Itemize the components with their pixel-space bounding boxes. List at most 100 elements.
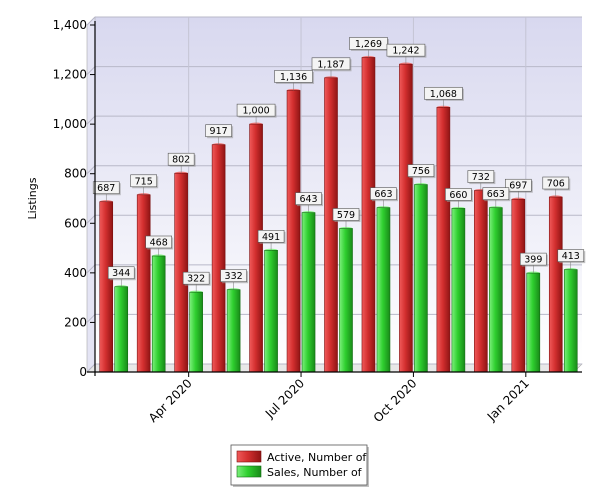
data-label-text: 756 (412, 166, 430, 177)
bar-active (249, 122, 263, 373)
data-label-text: 1,269 (355, 39, 382, 50)
bar-sales (563, 268, 578, 373)
data-label-sales: 332 (220, 269, 249, 290)
bar-sales (151, 254, 166, 373)
data-label-text: 917 (210, 126, 228, 137)
bar-sales (264, 248, 278, 373)
bar-sales (526, 271, 541, 373)
data-label-sales: 663 (370, 187, 398, 208)
data-label-text: 660 (449, 190, 467, 201)
gridline-side (86, 363, 96, 373)
data-label-active: 1,242 (386, 43, 427, 65)
gridline-side (86, 165, 96, 175)
y-tick-label: 1,200 (53, 68, 87, 82)
data-label-sales: 413 (557, 249, 586, 270)
bar-active (324, 76, 338, 373)
gridline-side (86, 115, 96, 125)
bar-sales (376, 206, 391, 373)
bar-sales (489, 206, 503, 373)
data-label-text: 399 (524, 255, 542, 266)
bar-sales (189, 290, 203, 373)
bar-active (548, 195, 563, 373)
data-label-sales: 663 (482, 187, 511, 208)
data-label-active: 715 (130, 174, 159, 195)
bar-sales (451, 206, 466, 373)
bar-active (136, 193, 151, 373)
bar-sales (226, 288, 241, 373)
data-label-active: 732 (467, 170, 496, 191)
bar-active (436, 105, 451, 373)
data-label-active: 802 (167, 152, 196, 174)
data-label-sales: 643 (295, 192, 324, 213)
data-label-active: 1,068 (424, 86, 464, 108)
data-label-text: 715 (135, 176, 153, 187)
y-axis-title: Listings (26, 177, 39, 219)
x-tick-label: Oct 2020 (371, 376, 420, 425)
bar-active (286, 88, 301, 373)
data-label-active: 687 (92, 181, 121, 202)
x-tick-label: Apr 2020 (146, 376, 195, 425)
data-label-text: 1,000 (242, 106, 269, 117)
bar-active (361, 55, 376, 373)
legend-swatch-sales (236, 465, 262, 478)
bar-sales (339, 226, 353, 373)
data-label-text: 491 (262, 232, 280, 243)
data-label-text: 1,242 (392, 46, 419, 57)
legend-label-sales: Sales, Number of (267, 466, 363, 479)
y-tick-label: 400 (64, 266, 87, 280)
data-label-active: 1,136 (274, 70, 315, 91)
gridline-side (86, 264, 96, 274)
data-label-sales: 579 (332, 208, 361, 229)
data-label-text: 687 (97, 183, 115, 194)
bar-active (399, 62, 413, 373)
gridline-side (86, 16, 96, 26)
data-label-sales: 660 (445, 188, 473, 209)
data-label-text: 732 (472, 172, 490, 183)
data-label-active: 1,000 (236, 103, 277, 125)
data-label-active: 1,187 (311, 57, 352, 78)
bar-sales (114, 285, 129, 373)
data-label-text: 1,068 (430, 89, 457, 100)
bar-sales (301, 211, 316, 373)
data-label-text: 706 (547, 179, 565, 190)
gridline-side (86, 214, 96, 224)
y-tick-label: 0 (79, 365, 87, 379)
gridline-side (86, 314, 96, 323)
data-label-text: 697 (509, 181, 527, 192)
bar-active (174, 171, 188, 373)
x-tick-label: Jan 2021 (484, 376, 532, 424)
bar-active (99, 200, 114, 373)
data-label-active: 917 (205, 124, 234, 145)
data-label-text: 579 (337, 210, 355, 221)
y-tick-label: 600 (64, 216, 87, 230)
data-label-text: 468 (150, 238, 168, 249)
data-label-text: 802 (172, 155, 190, 166)
y-tick-label: 1,000 (53, 117, 87, 131)
data-label-active: 697 (505, 178, 533, 200)
legend-swatch-active (236, 450, 262, 463)
legend: Active, Number of Sales, Number of (230, 444, 369, 487)
data-label-active: 1,269 (349, 37, 389, 58)
data-label-active: 706 (542, 176, 571, 198)
data-label-text: 332 (225, 271, 243, 282)
data-label-text: 643 (299, 194, 317, 205)
data-label-text: 344 (112, 268, 130, 279)
data-label-text: 322 (187, 274, 205, 285)
y-tick-label: 1,400 (53, 18, 87, 32)
data-label-sales: 399 (520, 252, 548, 274)
data-label-sales: 491 (257, 230, 286, 251)
data-label-sales: 344 (107, 266, 136, 287)
data-label-sales: 756 (407, 164, 436, 185)
data-label-text: 413 (562, 251, 580, 262)
data-label-sales: 322 (182, 271, 211, 293)
data-label-text: 663 (374, 189, 392, 200)
bar-active (211, 143, 226, 373)
y-tick-label: 200 (64, 315, 87, 329)
bar-active (474, 188, 488, 373)
legend-label-active: Active, Number of (267, 451, 367, 464)
gridline-side (86, 66, 96, 75)
data-label-text: 663 (487, 189, 505, 200)
data-label-sales: 468 (145, 235, 174, 257)
